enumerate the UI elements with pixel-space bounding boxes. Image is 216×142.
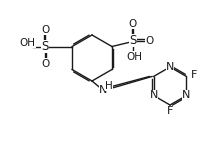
Text: O: O	[41, 59, 49, 68]
Text: N: N	[150, 90, 158, 101]
Text: OH: OH	[19, 38, 35, 48]
Text: O: O	[129, 19, 137, 29]
Text: F: F	[191, 70, 197, 80]
Text: S: S	[129, 34, 137, 47]
Text: O: O	[145, 36, 153, 45]
Text: N: N	[166, 62, 174, 72]
Text: H: H	[105, 81, 113, 91]
Text: N: N	[99, 85, 107, 95]
Text: OH: OH	[127, 52, 143, 61]
Text: S: S	[41, 40, 49, 53]
Text: O: O	[41, 25, 49, 35]
Text: N: N	[182, 90, 190, 101]
Text: F: F	[167, 106, 173, 116]
